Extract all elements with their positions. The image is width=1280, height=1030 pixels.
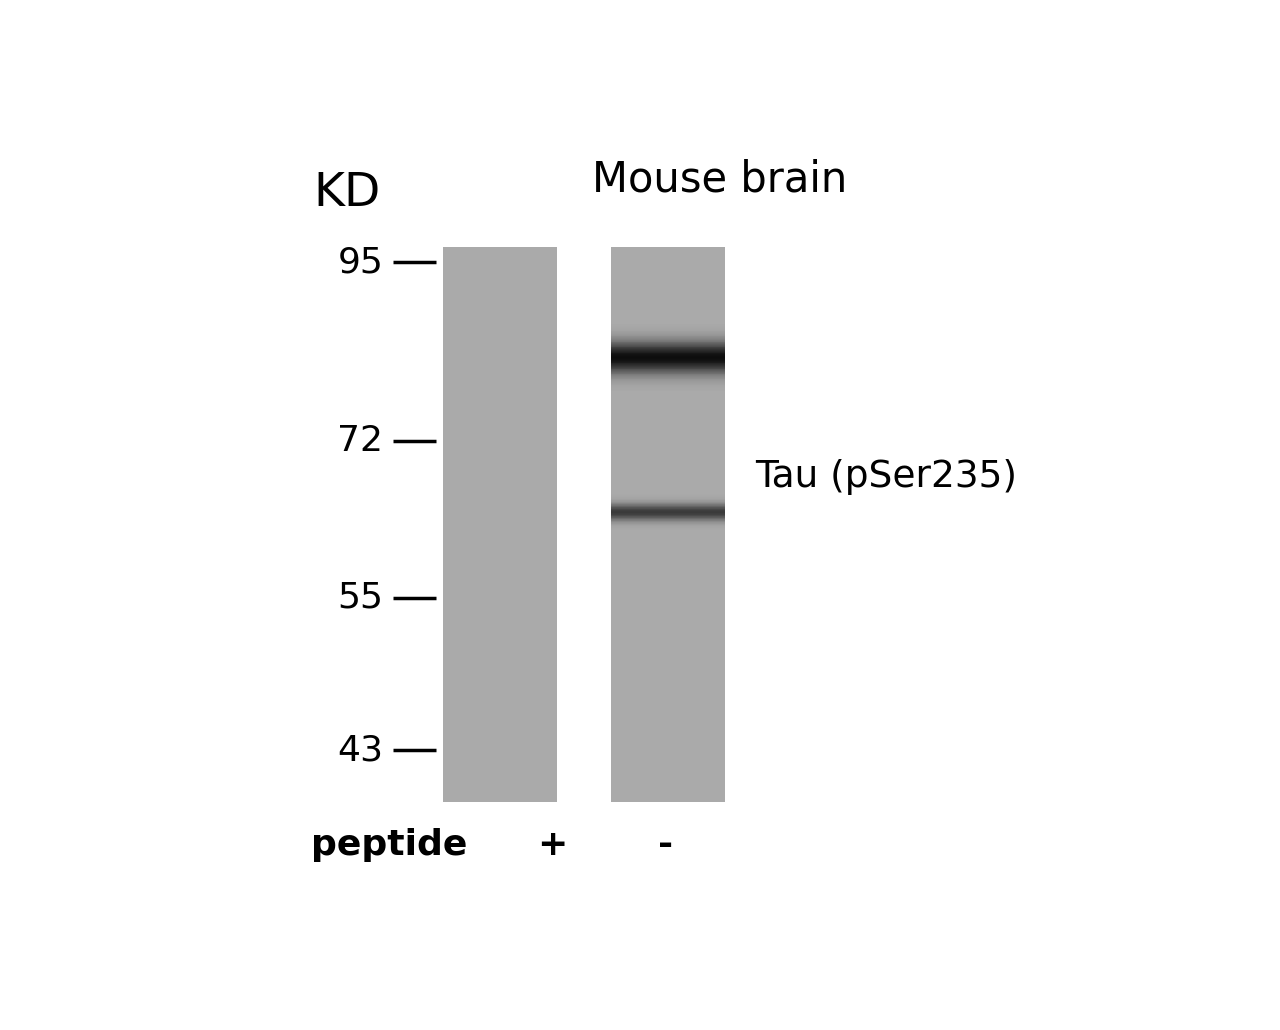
- Text: 72: 72: [337, 423, 383, 458]
- Text: 55: 55: [337, 581, 383, 615]
- Text: Mouse brain: Mouse brain: [591, 159, 847, 200]
- Text: 43: 43: [337, 733, 383, 767]
- Text: KD: KD: [314, 171, 381, 216]
- Text: Tau (pSer235): Tau (pSer235): [755, 458, 1018, 494]
- Text: 95: 95: [338, 245, 383, 279]
- Bar: [612, 246, 726, 801]
- Text: -: -: [658, 828, 673, 862]
- Text: peptide: peptide: [311, 828, 467, 862]
- Text: +: +: [536, 828, 567, 862]
- Bar: [443, 246, 557, 801]
